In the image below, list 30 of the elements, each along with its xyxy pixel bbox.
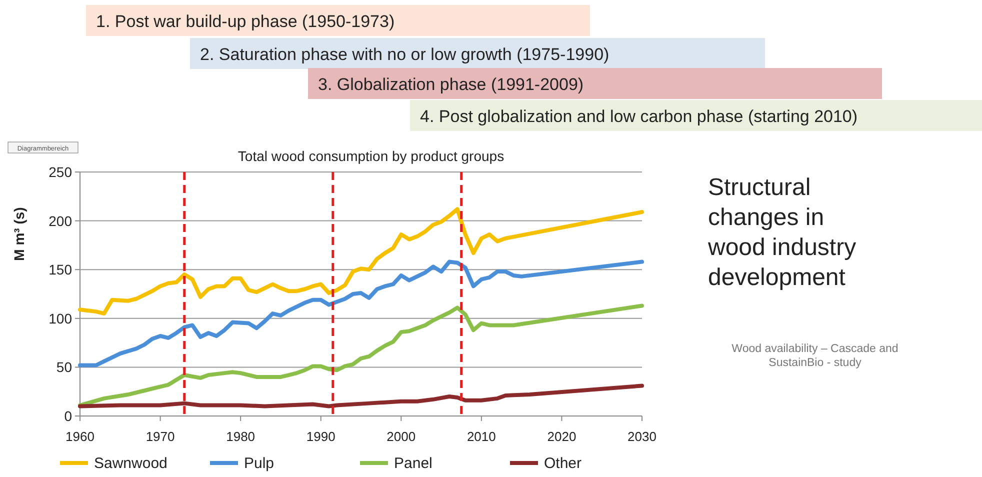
x-tick-label: 1990 (306, 429, 336, 444)
chart-title: Total wood consumption by product groups (238, 148, 504, 164)
legend-label: Other (544, 455, 582, 472)
legend-label: Pulp (244, 455, 274, 472)
x-tick-label: 1970 (146, 429, 175, 444)
text: Wood availability – Cascade and SustainBio - study (732, 343, 898, 369)
y-tick-label: 0 (64, 408, 72, 424)
x-tick-label: 1980 (226, 429, 256, 444)
legend-label: Sawnwood (94, 455, 168, 472)
y-tick-label: 100 (48, 310, 72, 326)
x-tick-label: 2020 (547, 429, 576, 444)
x-tick-label: 1960 (66, 429, 94, 444)
y-tick-label: 250 (48, 164, 72, 180)
x-tick-label: 2000 (386, 429, 416, 444)
text: 2. Saturation phase with no or low growth (1975-1990) (200, 45, 610, 64)
y-tick-label: 150 (48, 262, 72, 278)
line-series (78, 207, 644, 316)
y-tick-label: 50 (56, 359, 72, 376)
line-series (78, 260, 644, 368)
text: 3. Globalization phase (1991-2009) (318, 75, 584, 94)
y-axis-title: M m³ (s) (11, 207, 27, 261)
legend-label: Panel (394, 455, 432, 472)
x-tick-label: 2030 (628, 429, 656, 444)
x-tick-label: 2010 (466, 429, 496, 444)
text: 1. Post war build-up phase (1950-1973) (96, 12, 395, 31)
text: Structural changes in wood industry development (707, 174, 856, 291)
line-series (78, 384, 644, 408)
y-tick-label: 200 (48, 212, 72, 229)
text: 4. Post globalization and low carbon phase (starting 2010) (420, 107, 858, 126)
line-series (78, 304, 644, 408)
